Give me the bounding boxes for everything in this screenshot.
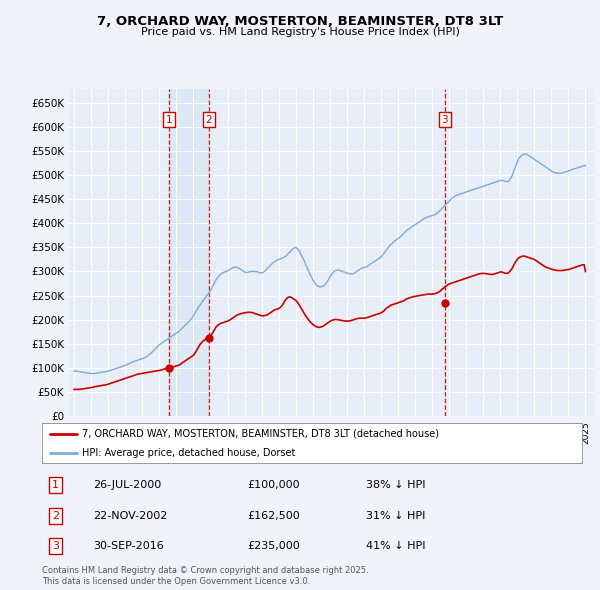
Text: 38% ↓ HPI: 38% ↓ HPI: [366, 480, 425, 490]
Text: 2: 2: [52, 511, 59, 520]
Bar: [169, 88, 209, 416]
Text: £162,500: £162,500: [247, 511, 300, 520]
Text: HPI: Average price, detached house, Dorset: HPI: Average price, detached house, Dors…: [83, 448, 296, 458]
Text: 30-SEP-2016: 30-SEP-2016: [94, 541, 164, 551]
Text: 7, ORCHARD WAY, MOSTERTON, BEAMINSTER, DT8 3LT (detached house): 7, ORCHARD WAY, MOSTERTON, BEAMINSTER, D…: [83, 429, 439, 439]
Text: 1: 1: [52, 480, 59, 490]
Text: 22-NOV-2002: 22-NOV-2002: [94, 511, 167, 520]
Text: 7, ORCHARD WAY, MOSTERTON, BEAMINSTER, DT8 3LT: 7, ORCHARD WAY, MOSTERTON, BEAMINSTER, D…: [97, 15, 503, 28]
Text: 26-JUL-2000: 26-JUL-2000: [94, 480, 161, 490]
Text: 1: 1: [166, 114, 172, 124]
Text: Contains HM Land Registry data © Crown copyright and database right 2025.
This d: Contains HM Land Registry data © Crown c…: [42, 566, 368, 586]
Text: 2: 2: [205, 114, 212, 124]
Text: 41% ↓ HPI: 41% ↓ HPI: [366, 541, 425, 551]
Text: 31% ↓ HPI: 31% ↓ HPI: [366, 511, 425, 520]
Text: 3: 3: [52, 541, 59, 551]
Text: £100,000: £100,000: [247, 480, 300, 490]
Text: Price paid vs. HM Land Registry's House Price Index (HPI): Price paid vs. HM Land Registry's House …: [140, 27, 460, 37]
Text: £235,000: £235,000: [247, 541, 300, 551]
Text: 3: 3: [442, 114, 448, 124]
